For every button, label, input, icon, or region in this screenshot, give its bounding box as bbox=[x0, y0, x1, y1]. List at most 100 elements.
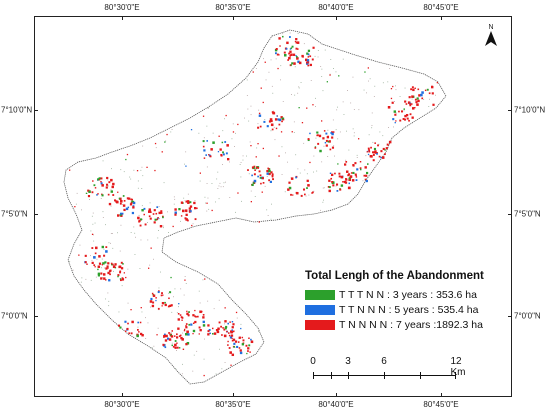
abandonment-pixel bbox=[211, 183, 213, 184]
abandonment-pixel bbox=[206, 125, 208, 127]
abandonment-pixel bbox=[149, 264, 151, 266]
abandonment-pixel bbox=[93, 264, 96, 267]
abandonment-pixel bbox=[180, 215, 183, 217]
abandonment-pixel bbox=[250, 201, 252, 203]
abandonment-pixel bbox=[317, 56, 319, 58]
coord-bottom-2: 80°35'0"E bbox=[215, 400, 251, 409]
abandonment-pixel bbox=[89, 199, 90, 200]
abandonment-pixel bbox=[125, 207, 129, 211]
abandonment-pixel bbox=[323, 199, 324, 201]
abandonment-pixel bbox=[352, 76, 354, 78]
abandonment-pixel bbox=[99, 179, 101, 181]
abandonment-pixel bbox=[257, 126, 260, 129]
abandonment-pixel bbox=[250, 114, 252, 116]
tick-bottom-2 bbox=[233, 393, 234, 397]
abandonment-pixel bbox=[240, 323, 242, 325]
abandonment-pixel bbox=[251, 174, 253, 177]
abandonment-pixel bbox=[114, 199, 117, 202]
abandonment-pixel bbox=[298, 86, 300, 88]
abandonment-pixel bbox=[335, 129, 337, 131]
abandonment-pixel bbox=[180, 316, 183, 319]
abandonment-pixel bbox=[161, 292, 163, 295]
abandonment-pixel bbox=[408, 119, 410, 122]
abandonment-pixel bbox=[124, 330, 127, 333]
abandonment-pixel bbox=[282, 35, 284, 38]
abandonment-pixel bbox=[185, 213, 188, 217]
abandonment-pixel bbox=[365, 155, 367, 157]
abandonment-pixel bbox=[176, 346, 179, 349]
abandonment-pixel bbox=[157, 217, 159, 219]
abandonment-pixel bbox=[296, 56, 298, 58]
abandonment-pixel bbox=[299, 172, 301, 174]
abandonment-pixel bbox=[366, 151, 368, 153]
abandonment-pixel bbox=[137, 326, 139, 328]
abandonment-pixel bbox=[414, 87, 416, 90]
abandonment-pixel bbox=[340, 184, 344, 187]
abandonment-pixel bbox=[131, 198, 134, 201]
abandonment-pixel bbox=[368, 80, 369, 82]
abandonment-pixel bbox=[378, 155, 381, 158]
abandonment-pixel bbox=[328, 189, 331, 193]
abandonment-pixel bbox=[105, 279, 107, 281]
abandonment-pixel bbox=[196, 207, 198, 210]
abandonment-pixel bbox=[278, 155, 280, 157]
abandonment-pixel bbox=[288, 181, 291, 184]
abandonment-pixel bbox=[218, 198, 220, 200]
abandonment-pixel bbox=[120, 169, 122, 171]
abandonment-pixel bbox=[327, 129, 329, 131]
abandonment-pixel bbox=[163, 336, 165, 338]
abandonment-pixel bbox=[186, 342, 190, 345]
abandonment-pixel bbox=[141, 205, 143, 207]
abandonment-pixel bbox=[84, 261, 87, 264]
scale-tick bbox=[313, 372, 314, 379]
abandonment-pixel bbox=[290, 47, 293, 49]
abandonment-pixel bbox=[229, 197, 231, 198]
abandonment-pixel bbox=[294, 66, 296, 68]
abandonment-pixel bbox=[353, 135, 355, 137]
legend-label: T N N N N : 7 years :1892.3 ha bbox=[339, 318, 483, 331]
abandonment-pixel bbox=[86, 263, 88, 265]
abandonment-pixel bbox=[350, 102, 352, 104]
abandonment-pixel bbox=[245, 344, 248, 347]
abandonment-pixel bbox=[416, 97, 419, 100]
abandonment-pixel bbox=[305, 195, 307, 197]
abandonment-pixel bbox=[100, 277, 103, 280]
abandonment-pixel bbox=[108, 202, 112, 206]
abandonment-pixel bbox=[266, 170, 269, 173]
abandonment-pixel bbox=[108, 300, 110, 302]
abandonment-pixel bbox=[209, 155, 212, 158]
abandonment-pixel bbox=[72, 269, 74, 271]
abandonment-pixel bbox=[415, 101, 418, 104]
abandonment-pixel bbox=[103, 273, 106, 276]
abandonment-pixel bbox=[126, 327, 129, 330]
abandonment-pixel bbox=[208, 208, 210, 210]
abandonment-pixel bbox=[297, 168, 299, 170]
abandonment-pixel bbox=[355, 176, 358, 178]
abandonment-pixel bbox=[137, 321, 140, 324]
abandonment-pixel bbox=[189, 211, 191, 213]
abandonment-pixel bbox=[91, 247, 94, 249]
abandonment-pixel bbox=[108, 279, 111, 282]
abandonment-pixel bbox=[121, 212, 124, 215]
abandonment-pixel bbox=[349, 175, 353, 178]
abandonment-pixel bbox=[102, 217, 104, 218]
abandonment-pixel bbox=[224, 362, 226, 363]
abandonment-pixel bbox=[168, 338, 172, 341]
abandonment-pixel bbox=[84, 254, 87, 257]
abandonment-pixel bbox=[289, 50, 292, 53]
abandonment-pixel bbox=[140, 307, 142, 309]
abandonment-pixel bbox=[374, 142, 376, 144]
abandonment-pixel bbox=[100, 181, 102, 183]
abandonment-pixel bbox=[94, 222, 96, 224]
abandonment-pixel bbox=[423, 99, 425, 100]
abandonment-pixel bbox=[142, 145, 144, 147]
abandonment-pixel bbox=[271, 174, 274, 177]
abandonment-pixel bbox=[236, 317, 238, 319]
abandonment-pixel bbox=[202, 320, 205, 324]
abandonment-pixel bbox=[153, 345, 155, 347]
abandonment-pixel bbox=[203, 149, 206, 152]
abandonment-pixel bbox=[257, 123, 259, 125]
abandonment-pixel bbox=[268, 120, 272, 123]
abandonment-pixel bbox=[293, 62, 296, 65]
abandonment-pixel bbox=[330, 59, 332, 60]
